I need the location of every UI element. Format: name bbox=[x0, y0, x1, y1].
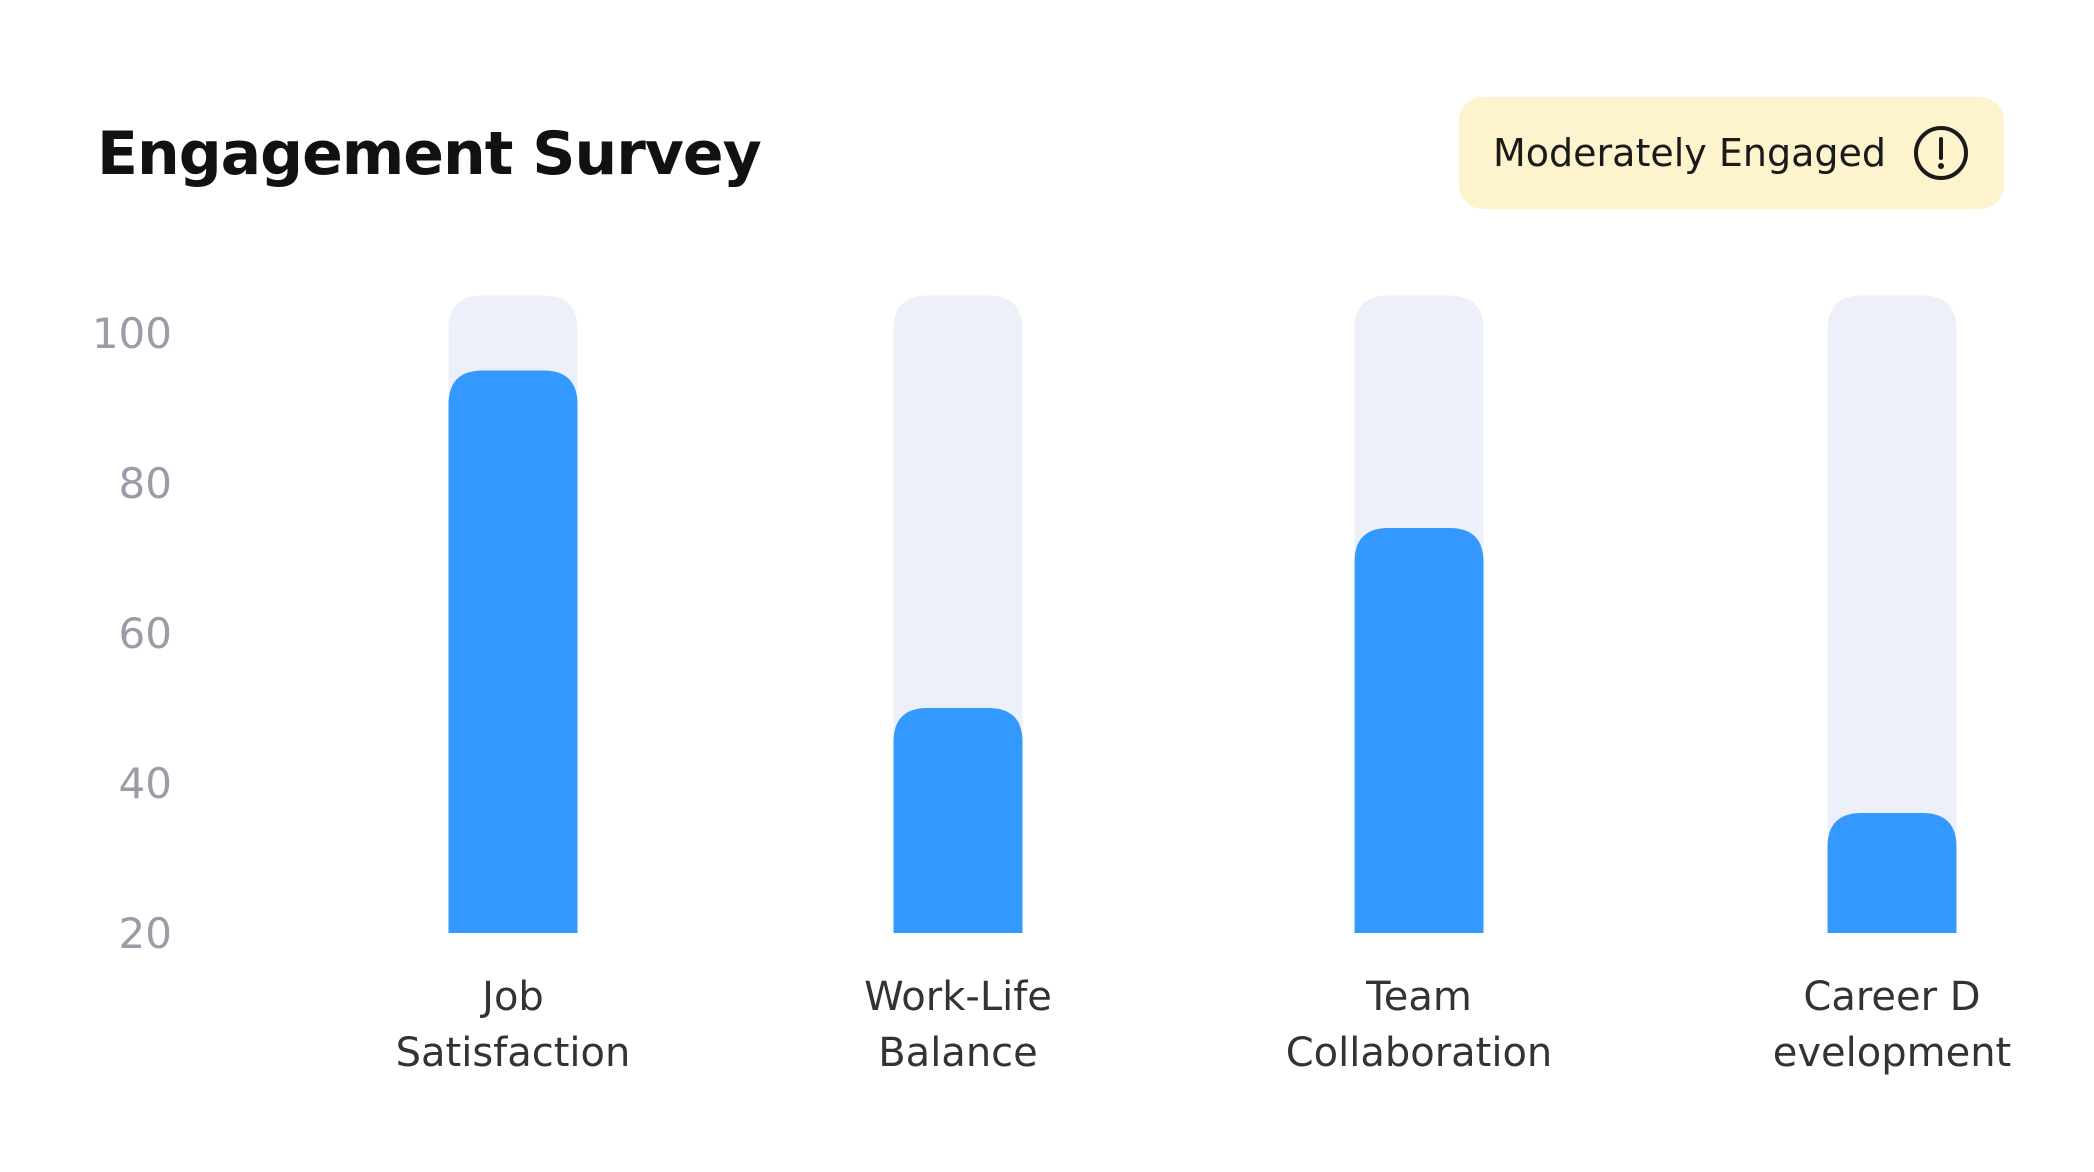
x-tick-label: Job bbox=[479, 974, 544, 1020]
bar-track bbox=[1827, 295, 1957, 933]
x-tick-label: Collaboration bbox=[1286, 1030, 1553, 1076]
x-tick-label: evelopment bbox=[1773, 1030, 2011, 1076]
y-tick-label: 60 bbox=[119, 609, 172, 658]
y-axis: 100 80 60 40 20 bbox=[92, 309, 172, 958]
x-tick-label: Career D bbox=[1803, 974, 1980, 1020]
x-tick-label: Work-Life bbox=[864, 974, 1052, 1020]
y-tick-label: 40 bbox=[119, 759, 172, 808]
bar bbox=[893, 708, 1023, 933]
x-axis: Job Satisfaction Work-Life Balance Team Colla… bbox=[396, 974, 2012, 1076]
page-title: Engagement Survey bbox=[97, 119, 762, 189]
y-tick-label: 100 bbox=[92, 309, 172, 358]
status-badge: Moderately Engaged bbox=[1459, 97, 2004, 209]
y-tick-label: 20 bbox=[119, 909, 172, 958]
alert-circle-icon bbox=[1914, 126, 1968, 180]
x-tick-label: Balance bbox=[878, 1030, 1038, 1076]
bar bbox=[1354, 528, 1484, 933]
bars bbox=[448, 295, 1957, 933]
x-tick-label: Team bbox=[1365, 974, 1472, 1020]
status-badge-label: Moderately Engaged bbox=[1493, 131, 1886, 175]
y-tick-label: 80 bbox=[119, 459, 172, 508]
x-tick-label: Satisfaction bbox=[396, 1030, 631, 1076]
bar bbox=[448, 370, 578, 933]
bar bbox=[1827, 813, 1957, 933]
